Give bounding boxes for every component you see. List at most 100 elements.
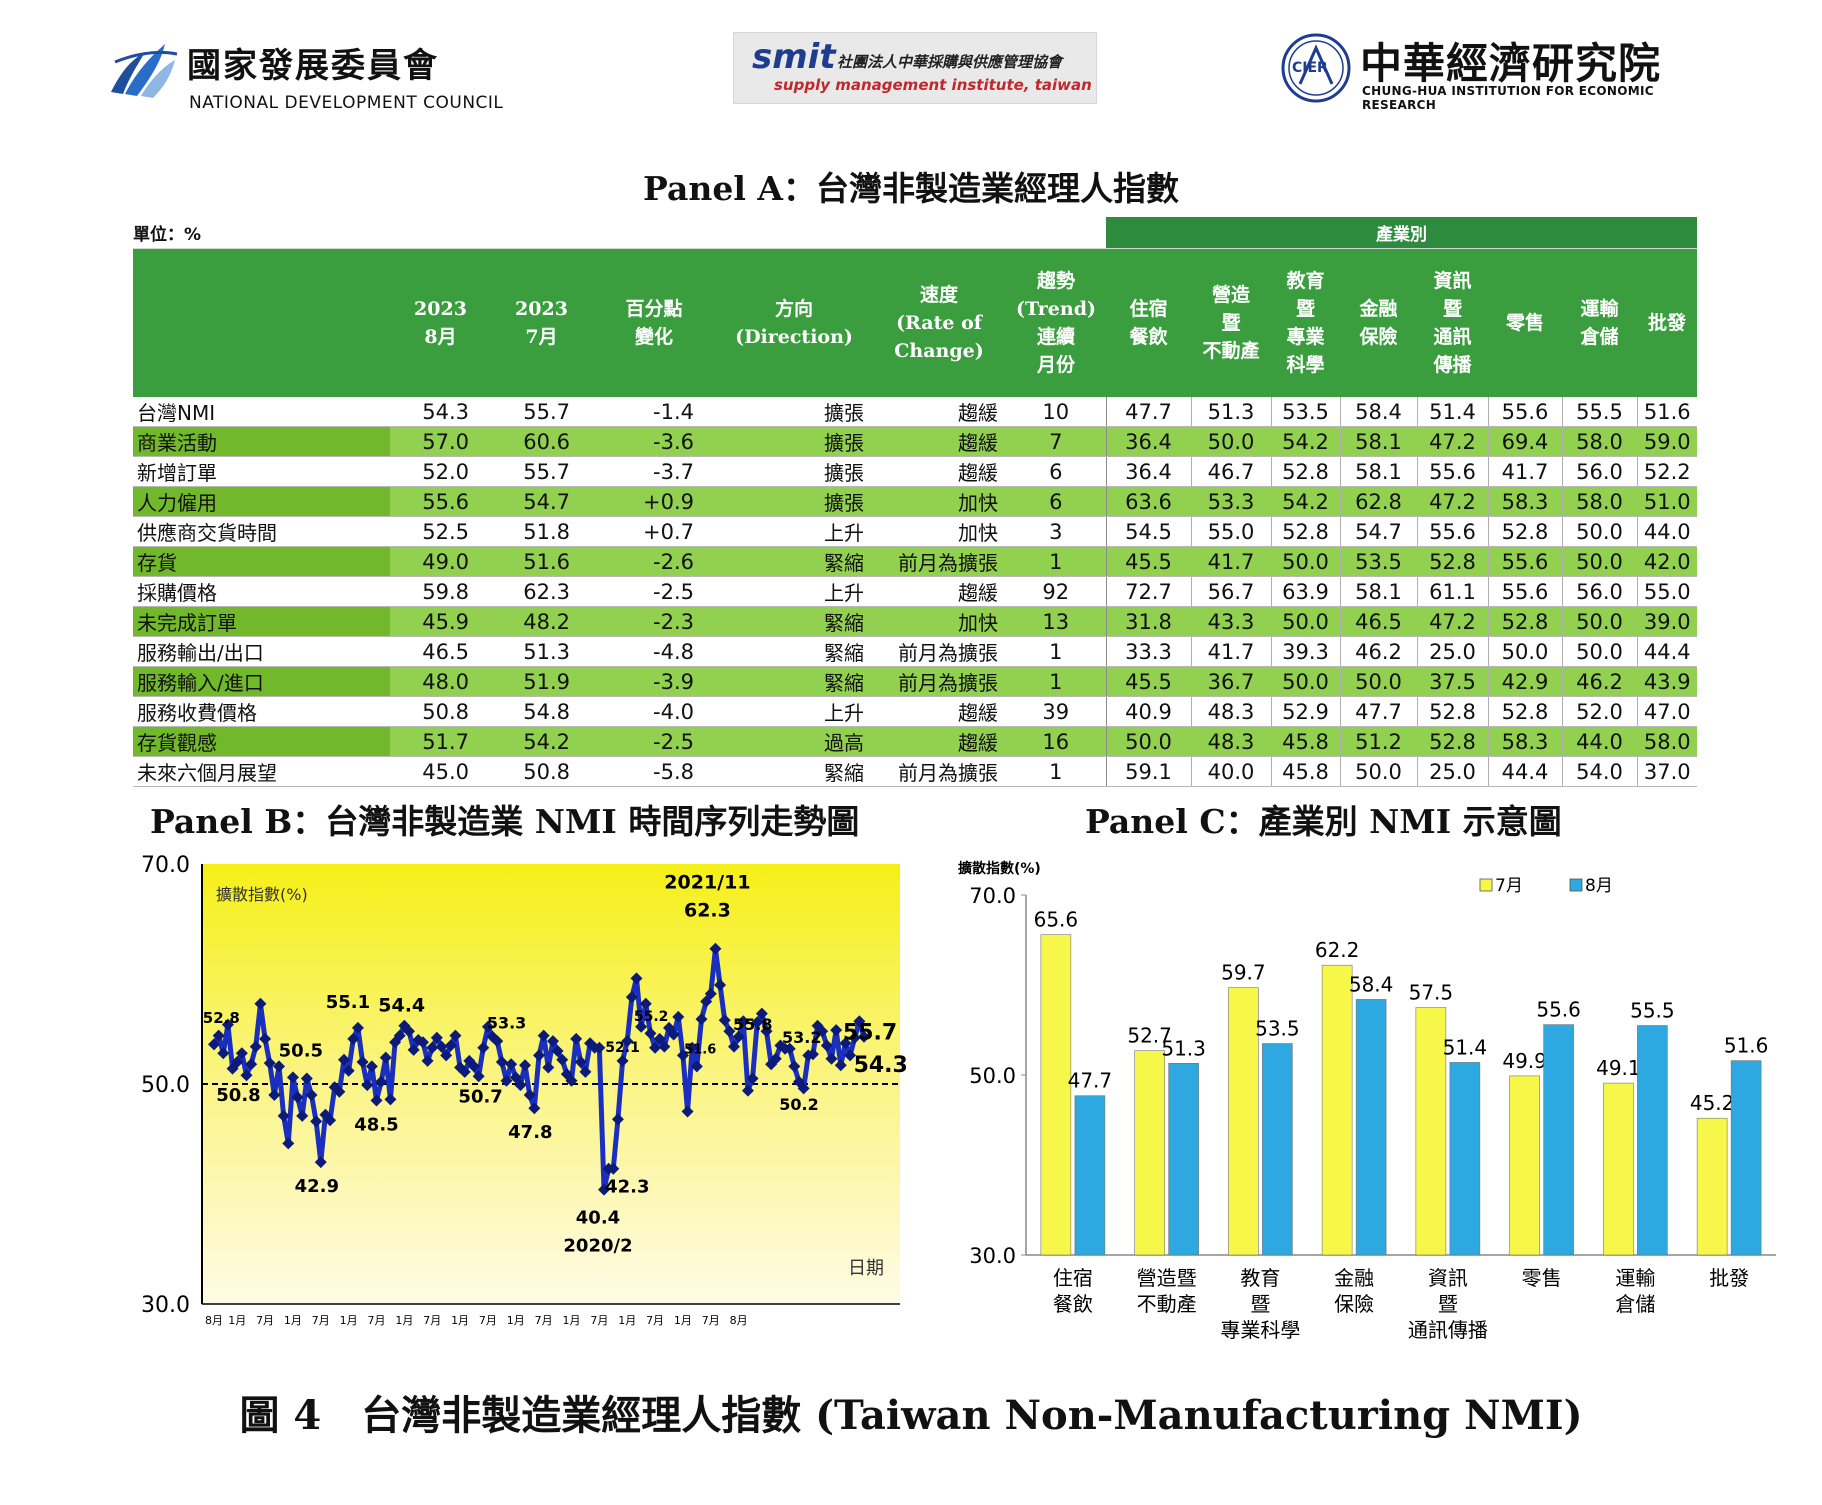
x-tick-year: 2017年 <box>387 1329 422 1330</box>
x-tick-month: 1月 <box>563 1314 581 1327</box>
data-label: 42.9 <box>295 1176 339 1197</box>
cell-industry: 58.1 <box>1339 426 1417 457</box>
panel-c-title: Panel C：產業別 NMI 示意圖 <box>1085 802 1562 841</box>
cell-industry: 52.8 <box>1487 606 1562 637</box>
data-point <box>226 1062 239 1075</box>
ndc-name: 國家發展委員會 <box>187 46 439 86</box>
data-point <box>477 1041 490 1054</box>
data-label: 50.8 <box>216 1085 260 1106</box>
data-point <box>384 1093 397 1106</box>
ndc-english: NATIONAL DEVELOPMENT COUNCIL <box>189 93 504 113</box>
bar-jul <box>1603 1082 1634 1256</box>
data-point <box>621 1035 634 1048</box>
cell-trend: 1 <box>1006 666 1106 697</box>
y-tick-label: 50.0 <box>141 1073 190 1098</box>
hdr-industry-4: 金融 保險 <box>1340 248 1417 397</box>
cell-industry: 53.3 <box>1190 486 1271 517</box>
data-label: 55.8 <box>733 1015 772 1034</box>
data-label: 54.4 <box>378 995 425 1017</box>
data-point <box>282 1137 295 1150</box>
cell-industry: 54.7 <box>1339 516 1417 547</box>
cell-aug: 49.0 <box>390 546 491 577</box>
cell-rate: 趨緩 <box>872 426 1006 457</box>
data-label: 2020/2 <box>563 1236 632 1257</box>
cell-industry: 43.3 <box>1190 606 1271 637</box>
x-tick-month: 7月 <box>590 1314 608 1327</box>
cell-industry: 51.6 <box>1636 397 1697 427</box>
x-tick-year: 2018年 <box>442 1329 477 1330</box>
bar-aug <box>1637 1025 1668 1256</box>
cell-industry: 25.0 <box>1416 756 1488 787</box>
data-point <box>676 1049 689 1062</box>
x-tick-month: 1月 <box>674 1314 692 1327</box>
cell-industry: 54.2 <box>1270 426 1340 457</box>
cell-rate: 趨緩 <box>872 726 1006 757</box>
cell-industry: 45.8 <box>1270 726 1340 757</box>
hdr-empty <box>133 248 390 397</box>
data-label: 55.7 <box>843 1020 897 1045</box>
data-point <box>579 1065 592 1078</box>
x-tick-year: 2015年 <box>275 1329 310 1330</box>
x-tick-year: 2022年 <box>665 1329 700 1330</box>
cell-aug: 45.0 <box>390 756 491 787</box>
smit-chinese-name: 社團法人中華採購與供應管理協會 <box>837 53 1063 71</box>
category-label: 運輸倉儲 <box>1615 1266 1655 1316</box>
x-tick-month: 8月 <box>205 1314 223 1327</box>
cell-industry: 47.2 <box>1416 486 1488 517</box>
data-point <box>686 1041 699 1054</box>
cell-direction: 緊縮 <box>716 756 872 787</box>
bar-value-label: 49.9 <box>1502 1049 1547 1073</box>
cell-industry: 50.0 <box>1561 546 1637 577</box>
data-point <box>695 1013 708 1026</box>
cier-emblem-icon <box>1281 33 1351 103</box>
table-row: 未來六個月展望 45.0 50.8 -5.8 緊縮 前月為擴張 1 59.1 40.0 45.8 5… <box>133 756 1697 787</box>
cell-aug: 50.8 <box>390 696 491 727</box>
cell-aug: 51.7 <box>390 726 491 757</box>
data-label: 55.2 <box>634 1009 669 1025</box>
cell-industry: 25.0 <box>1416 636 1488 667</box>
cell-direction: 擴張 <box>716 456 872 487</box>
data-point <box>644 1027 657 1040</box>
table-row: 服務輸入/進口 48.0 51.9 -3.9 緊縮 前月為擴張 1 45.5 36.7 50.0 5… <box>133 666 1697 697</box>
cell-industry: 59.0 <box>1636 426 1697 457</box>
data-point <box>718 1014 731 1027</box>
cell-change: -4.0 <box>592 696 716 727</box>
data-point <box>361 1079 374 1092</box>
y-tick-label: 30.0 <box>969 1244 1016 1268</box>
cell-direction: 過高 <box>716 726 872 757</box>
data-point <box>365 1060 378 1073</box>
bar-value-label: 45.2 <box>1690 1091 1735 1115</box>
data-point <box>746 1072 759 1085</box>
cell-change: -3.9 <box>592 666 716 697</box>
row-label: 服務輸出/出口 <box>133 636 390 667</box>
industry-bar-chart: 擴散指數(%)30.050.070.0 7月 8月65.647.7住宿餐飲52.75… <box>958 860 1776 1342</box>
bar-value-label: 57.5 <box>1409 981 1454 1005</box>
cell-industry: 50.0 <box>1561 606 1637 637</box>
category-label-line: 專業科學 <box>1220 1318 1300 1342</box>
data-point <box>249 1040 262 1053</box>
data-point <box>760 1025 773 1038</box>
data-point <box>407 1043 420 1056</box>
cell-industry: 69.4 <box>1487 426 1562 457</box>
cell-industry: 61.1 <box>1416 576 1488 607</box>
x-tick-month: 1月 <box>284 1314 302 1327</box>
cell-aug: 52.0 <box>390 456 491 487</box>
data-point <box>291 1091 304 1104</box>
data-point <box>765 1058 778 1071</box>
cell-industry: 44.0 <box>1561 726 1637 757</box>
row-label: 人力僱用 <box>133 486 390 517</box>
data-point <box>245 1058 258 1071</box>
data-point <box>797 1082 810 1095</box>
data-point <box>333 1085 346 1098</box>
cell-industry: 55.6 <box>1487 546 1562 577</box>
cell-industry: 56.0 <box>1561 456 1637 487</box>
row-label: 商業活動 <box>133 426 390 457</box>
cell-industry: 48.3 <box>1190 696 1271 727</box>
data-label: 55.1 <box>326 992 370 1013</box>
data-point <box>231 1056 244 1068</box>
cell-jul: 51.6 <box>491 546 592 577</box>
x-tick-month: 7月 <box>256 1314 274 1327</box>
data-label: 42.3 <box>605 1177 649 1198</box>
bar-aug <box>1730 1060 1762 1256</box>
cell-rate: 趨緩 <box>872 576 1006 607</box>
